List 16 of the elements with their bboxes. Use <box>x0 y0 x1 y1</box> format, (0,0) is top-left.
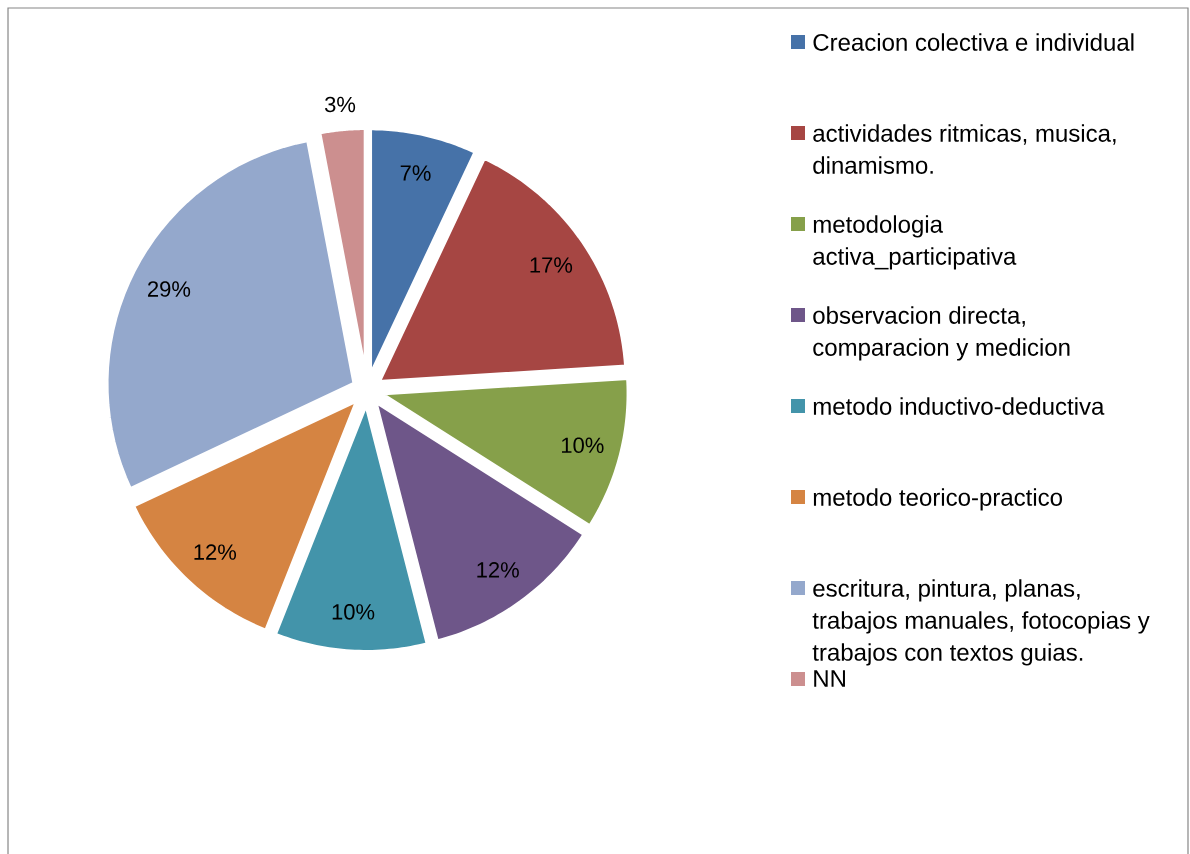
data-label: 12% <box>477 562 519 578</box>
data-label: 10% <box>562 437 604 454</box>
legend-label: metodologia activa_participativa <box>813 215 1017 270</box>
data-label: 17% <box>530 257 573 273</box>
legend-label: NN <box>814 670 845 687</box>
data-label: 12% <box>194 544 237 560</box>
legend-label: metodo inductivo-deductiva <box>813 397 1105 415</box>
data-label: 3% <box>324 96 356 113</box>
legend-label: metodo teorico-practico <box>813 488 1062 511</box>
legend-label: actividades ritmicas, musica, dinamismo. <box>813 124 1116 174</box>
data-label: 29% <box>148 281 191 297</box>
legend-label: escritura, pintura, planas, trabajos manuales, fotocopias y trabajos con textos guias. <box>812 579 1150 666</box>
data-label: 7% <box>400 165 431 181</box>
legend-label: observacion directa, comparacion y medicion <box>813 306 1070 361</box>
data-label: 10% <box>332 604 375 620</box>
legend-label: Creacion colectiva e individual <box>813 33 1134 51</box>
